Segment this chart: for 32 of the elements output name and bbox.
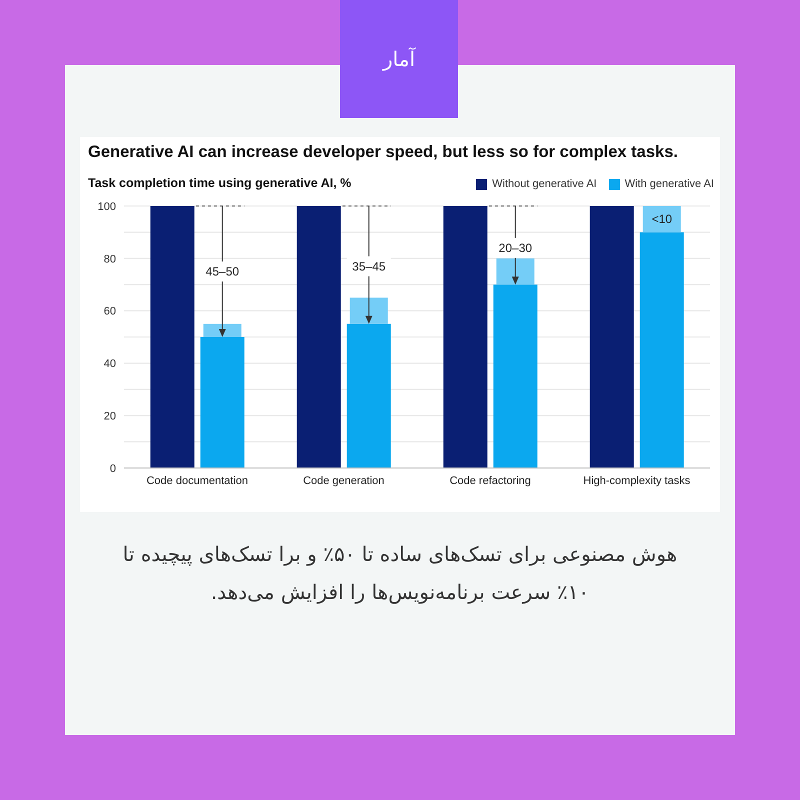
bar [203, 324, 242, 337]
bar [496, 258, 534, 285]
annotation: 45–50 [206, 264, 240, 278]
bar [150, 206, 194, 468]
x-tick-label: Code documentation [146, 474, 248, 487]
y-tick-label: 100 [98, 200, 116, 213]
x-tick-label: Code refactoring [450, 474, 531, 487]
bar [296, 206, 341, 468]
annotation: 35–45 [352, 259, 386, 274]
annotation: 20–30 [498, 240, 532, 255]
legend-label: Without generative AI [491, 178, 597, 190]
x-tick-label: Code generation [303, 474, 384, 487]
bar [200, 337, 244, 468]
y-tick-label: 40 [104, 358, 116, 370]
bar [640, 232, 684, 468]
bar [350, 298, 388, 324]
bar [642, 206, 681, 232]
bar [443, 206, 488, 468]
bar [493, 284, 538, 468]
x-tick-label: High-complexity tasks [583, 474, 691, 487]
annotation: <10 [652, 212, 672, 226]
chart-subtitle: Task completion time using generative AI, % [88, 176, 352, 190]
y-tick-label: 0 [110, 462, 116, 475]
bar [590, 206, 634, 468]
y-tick-label: 80 [104, 253, 116, 266]
legend-label: With generative AI [624, 178, 714, 190]
y-tick-label: 60 [104, 306, 116, 318]
chart-title: Generative AI can increase developer speed, but less so for complex tasks. [87, 142, 679, 162]
text: هوش مصنوعی برای تسک‌های ساده تا ۵۰٪ و برا تسک‌های پیچیده تا ۱۰٪ سرعت برنامه‌نویس‌ها را افزایش می‌دهد. [122, 541, 678, 606]
y-tick-label: 20 [104, 410, 116, 423]
bar [346, 324, 391, 468]
text: آمار [340, 0, 458, 118]
